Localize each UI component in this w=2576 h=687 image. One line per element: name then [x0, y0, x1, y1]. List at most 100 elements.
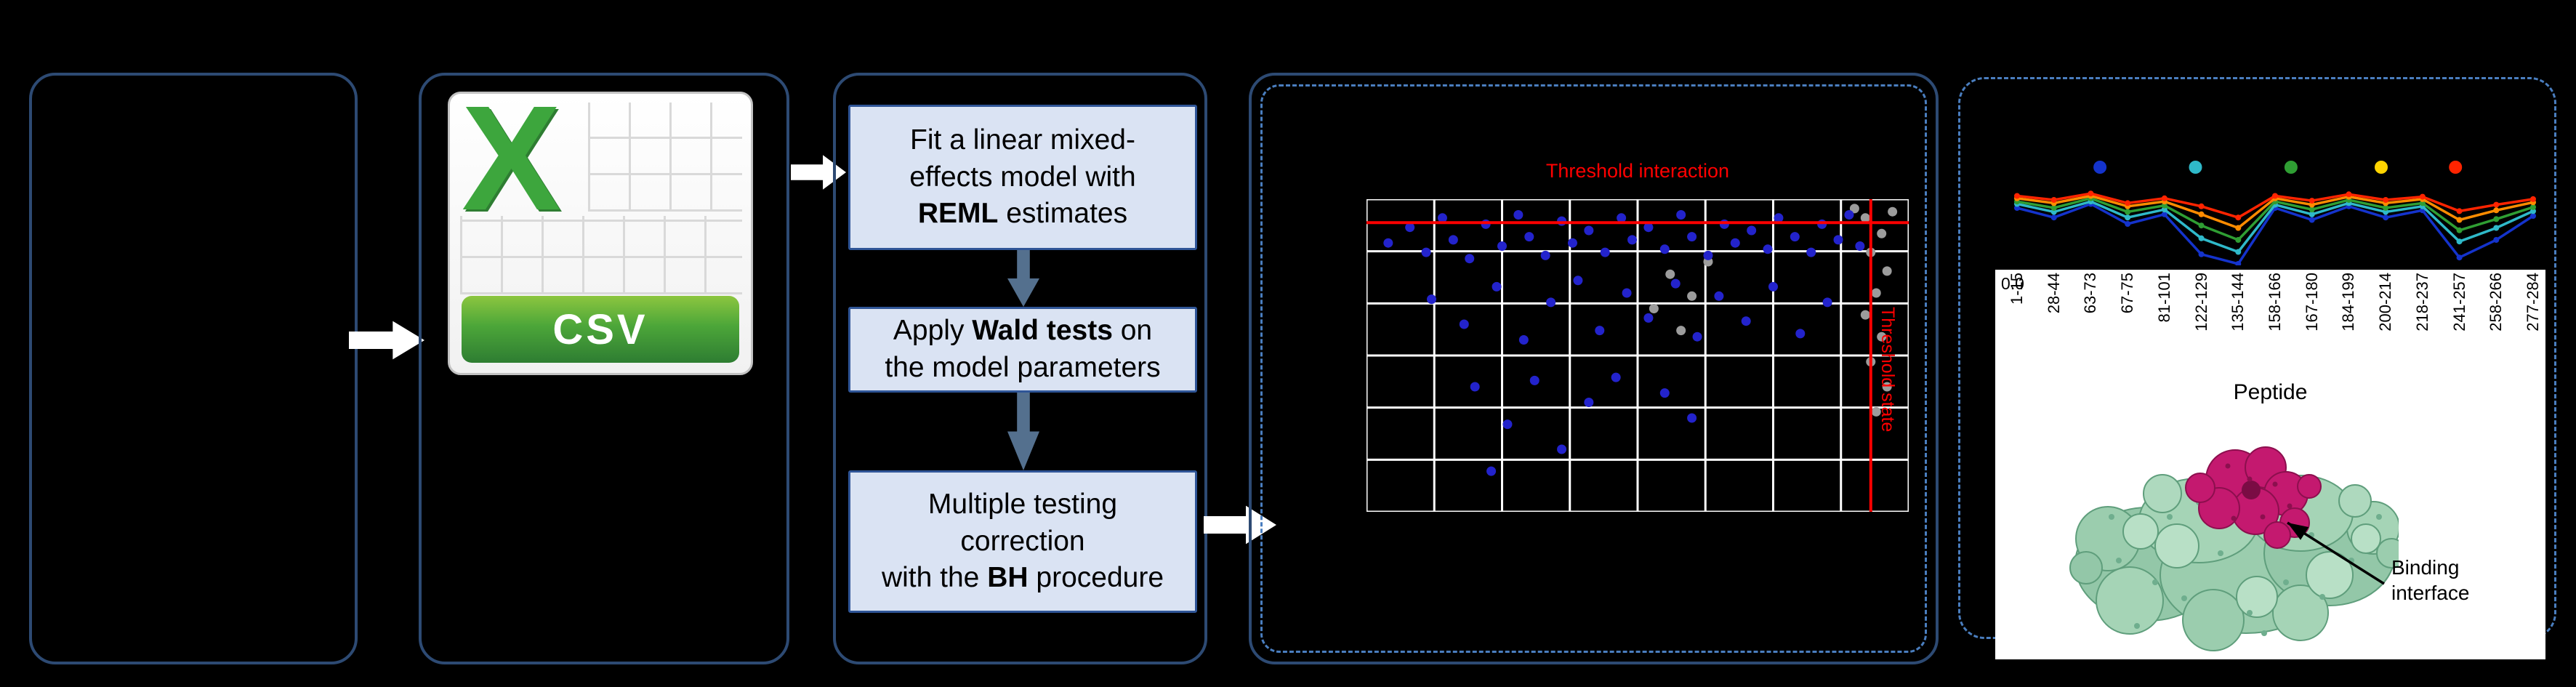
uptake-marker: [2419, 200, 2426, 206]
scatter-point-blue: [1405, 222, 1415, 233]
scatter-point-blue: [1497, 241, 1507, 251]
peptide-axis-area: 0.0 1-15 28-44 63-73 67-75 81-101 122-129 135-…: [1995, 270, 2545, 659]
uptake-marker: [2198, 251, 2205, 257]
uptake-marker: [2161, 195, 2168, 201]
scatter-point-blue: [1611, 372, 1621, 382]
uptake-marker: [2088, 190, 2094, 197]
scatter-point-blue: [1692, 332, 1702, 342]
binding-label-line: interface: [2391, 582, 2470, 604]
scatter-point-blue: [1790, 232, 1800, 242]
uptake-marker: [2050, 205, 2057, 211]
down-arrow-1-icon: [1007, 250, 1039, 307]
scatter-point-blue: [1659, 388, 1670, 398]
peptide-axis-label: 67-75: [2118, 273, 2137, 314]
scatter-point-blue: [1383, 238, 1393, 248]
peptide-axis-label: 28-44: [2044, 273, 2063, 314]
peptide-axis-title: Peptide: [2233, 380, 2308, 404]
scatter-point-blue: [1557, 444, 1567, 454]
scatter-point-blue: [1622, 288, 1632, 298]
scatter-point-blue: [1492, 281, 1502, 292]
peptide-axis-label: 241-257: [2450, 273, 2468, 332]
scatter-point-gray: [1860, 310, 1870, 320]
uptake-marker: [2198, 235, 2205, 241]
scatter-point-blue: [1584, 398, 1594, 407]
peptide-axis-label: 1-15: [2008, 273, 2026, 305]
uptake-marker: [2419, 193, 2426, 200]
panel-statistical-pipeline: Fit a linear mixed-effects model with REM…: [833, 73, 1207, 664]
y-axis-tick-label: 0.0: [2001, 274, 2024, 293]
uptake-marker: [2125, 209, 2131, 215]
uptake-marker: [2456, 208, 2463, 214]
uptake-marker: [2235, 237, 2242, 243]
uptake-marker: [2309, 211, 2315, 217]
threshold-state-label: Threshold state: [1877, 307, 1898, 433]
scatter-point-blue: [1670, 278, 1681, 289]
peptide-axis-label: 135-144: [2229, 273, 2247, 332]
scatter-point-blue: [1714, 291, 1724, 301]
uptake-marker: [2235, 214, 2242, 221]
uptake-marker: [2014, 205, 2020, 211]
panel-peptide-results: 0.0 1-15 28-44 63-73 67-75 81-101 122-129 135-…: [1958, 77, 2556, 659]
scatter-point-blue: [1687, 232, 1697, 242]
scatter-point-blue: [1584, 225, 1594, 236]
scatter-point-blue: [1730, 238, 1740, 248]
scatter-point-blue: [1427, 294, 1437, 305]
step-fit-mixed-model: Fit a linear mixed-effects model with REM…: [848, 105, 1197, 250]
uptake-marker: [2456, 254, 2463, 261]
peptide-axis-label: 277-284: [2524, 273, 2542, 332]
uptake-marker: [2456, 217, 2463, 223]
scatter-point-gray: [1882, 266, 1892, 276]
excel-x-logo: X: [462, 92, 561, 241]
uptake-marker: [2530, 213, 2536, 219]
step-bh-correction: Multiple testing correction with the BH pr…: [848, 470, 1197, 613]
scatter-point-gray: [1860, 213, 1870, 223]
scatter-point-gray: [1665, 269, 1675, 279]
spreadsheet-page: X CSV: [448, 92, 753, 375]
uptake-marker: [2235, 225, 2242, 231]
scatter-point-blue: [1481, 219, 1491, 229]
scatter-point-gray: [1877, 332, 1887, 342]
scatter-point-blue: [1448, 235, 1458, 245]
peptide-axis-label: 81-101: [2154, 273, 2173, 323]
scatter-point-blue: [1529, 375, 1539, 385]
uptake-marker: [2383, 205, 2389, 211]
uptake-marker: [2050, 197, 2057, 203]
uptake-marker: [2125, 221, 2131, 227]
scatter-point-blue: [1617, 213, 1627, 223]
uptake-marker: [2493, 201, 2500, 208]
down-arrow-2-icon: [1007, 393, 1039, 470]
scatter-point-blue: [1546, 297, 1556, 308]
scatter-point-gray: [1871, 288, 1881, 298]
peptide-axis-label: 258-266: [2487, 273, 2505, 332]
step-wald-tests: Apply Wald tests on the model parameters: [848, 307, 1197, 393]
uptake-marker: [2309, 201, 2315, 208]
binding-label-line: Binding: [2391, 556, 2460, 579]
legend-dot: [2375, 161, 2388, 174]
uptake-line: [2016, 202, 2534, 265]
scatter-point-gray: [1882, 382, 1892, 392]
peptide-axis-label: 167-180: [2302, 273, 2321, 332]
scatter-point-blue: [1719, 219, 1729, 229]
uptake-marker: [2456, 238, 2463, 245]
scatter-point-blue: [1703, 250, 1713, 260]
scatter-point-blue: [1855, 241, 1865, 251]
uptake-marker: [2493, 216, 2500, 222]
legend-dot: [2449, 161, 2463, 174]
threshold-interaction-label: Threshold interaction: [1545, 160, 1730, 182]
scatter-point-blue: [1763, 244, 1773, 254]
uptake-marker: [2530, 208, 2536, 214]
scatter-point-blue: [1524, 232, 1534, 242]
uptake-marker: [2346, 191, 2352, 198]
scatter-point-blue: [1817, 219, 1827, 229]
scatter-point-blue: [1573, 276, 1583, 286]
uptake-marker: [2198, 211, 2205, 217]
scatter-point-blue: [1513, 210, 1524, 220]
scatter-point-blue: [1774, 213, 1784, 223]
uptake-marker: [2125, 214, 2131, 221]
binding-interface-label: Binding interface: [2391, 555, 2529, 606]
scatter-point-blue: [1822, 297, 1832, 308]
scatter-point-blue: [1465, 254, 1475, 264]
uptake-marker: [2456, 227, 2463, 233]
peptide-axis-label: 218-237: [2412, 273, 2431, 332]
legend-dot: [2189, 161, 2202, 174]
